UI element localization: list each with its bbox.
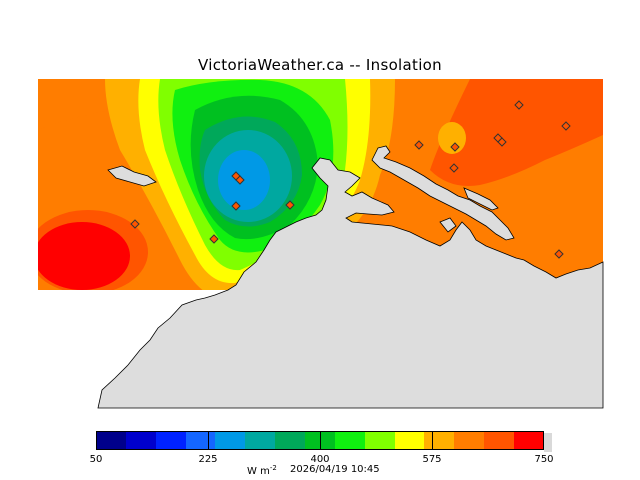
colorbar-swatch [185, 431, 216, 450]
station-marker [285, 200, 295, 210]
colorbar-swatch [334, 431, 365, 450]
colorbar-swatch [155, 431, 186, 450]
colorbar-swatch [394, 431, 425, 450]
station-marker [209, 234, 219, 244]
colorbar-swatch [245, 431, 276, 450]
timestamp: 2026/04/19 10:45 [290, 464, 380, 475]
colorbar-tick-label: 225 [198, 454, 218, 465]
colorbar-swatch [424, 431, 455, 450]
station-marker [450, 142, 460, 152]
units-exponent: -2 [269, 464, 277, 472]
station-marker [449, 163, 459, 173]
colorbar-swatch [364, 431, 395, 450]
map-area [38, 79, 604, 409]
coastline [107, 145, 515, 241]
colorbar-swatch [454, 431, 485, 450]
colorbar-tick-label: 750 [534, 454, 554, 465]
station-marker [235, 175, 245, 185]
colorbar-tick-label: 50 [89, 454, 103, 465]
colorbar-swatch [305, 431, 335, 450]
colorbar-tick [432, 431, 433, 450]
colorbar-swatch [215, 431, 246, 450]
units-main: W m [247, 466, 270, 477]
map-title: VictoriaWeather.ca -- Insolation [198, 56, 442, 74]
colorbar-tick [208, 431, 209, 450]
station-marker [130, 219, 140, 229]
colorbar-swatch [125, 431, 156, 450]
station-marker [414, 140, 424, 150]
land-mass [38, 157, 604, 409]
units-label: W m-2 [247, 464, 277, 477]
station-marker [231, 201, 241, 211]
insolation-map [38, 79, 604, 409]
station-marker [497, 137, 507, 147]
station-marker [561, 121, 571, 131]
station-markers [130, 100, 571, 259]
colorbar [96, 431, 544, 450]
station-marker [514, 100, 524, 110]
colorbar-swatch [484, 431, 515, 450]
colorbar-shadow [544, 433, 552, 452]
colorbar-tick-label: 575 [422, 454, 442, 465]
station-marker [554, 249, 564, 259]
colorbar-tick [320, 431, 321, 450]
colorbar-swatch [514, 431, 544, 450]
colorbar-swatch [275, 431, 306, 450]
colorbar-tick-label: 400 [310, 454, 330, 465]
colorbar-swatch [96, 431, 126, 450]
